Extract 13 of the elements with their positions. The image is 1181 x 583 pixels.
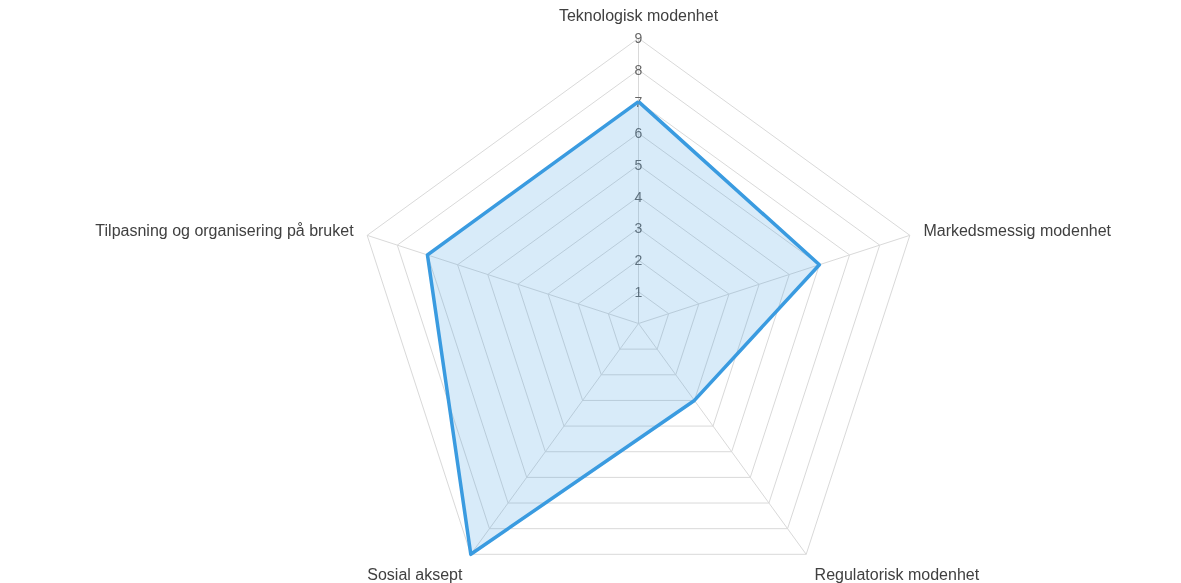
y-tick-label: 4 <box>634 188 643 205</box>
y-tick-label: 3 <box>634 220 643 237</box>
y-tick-label: 6 <box>634 125 643 142</box>
y-tick-label: 9 <box>634 30 643 47</box>
spoke-label: Regulatorisk modenhet <box>814 565 980 583</box>
spoke-label: Markedsmessig modenhet <box>923 222 1112 240</box>
y-tick-label: 1 <box>634 283 643 300</box>
spoke-label: Tilpasning og organisering på bruket <box>95 222 355 240</box>
y-tick-label: 2 <box>634 252 643 269</box>
spoke-label: Teknologisk modenhet <box>558 6 719 24</box>
spoke-label: Sosial aksept <box>367 565 463 583</box>
y-tick-label: 8 <box>634 61 643 78</box>
y-tick-label: 5 <box>634 157 643 173</box>
